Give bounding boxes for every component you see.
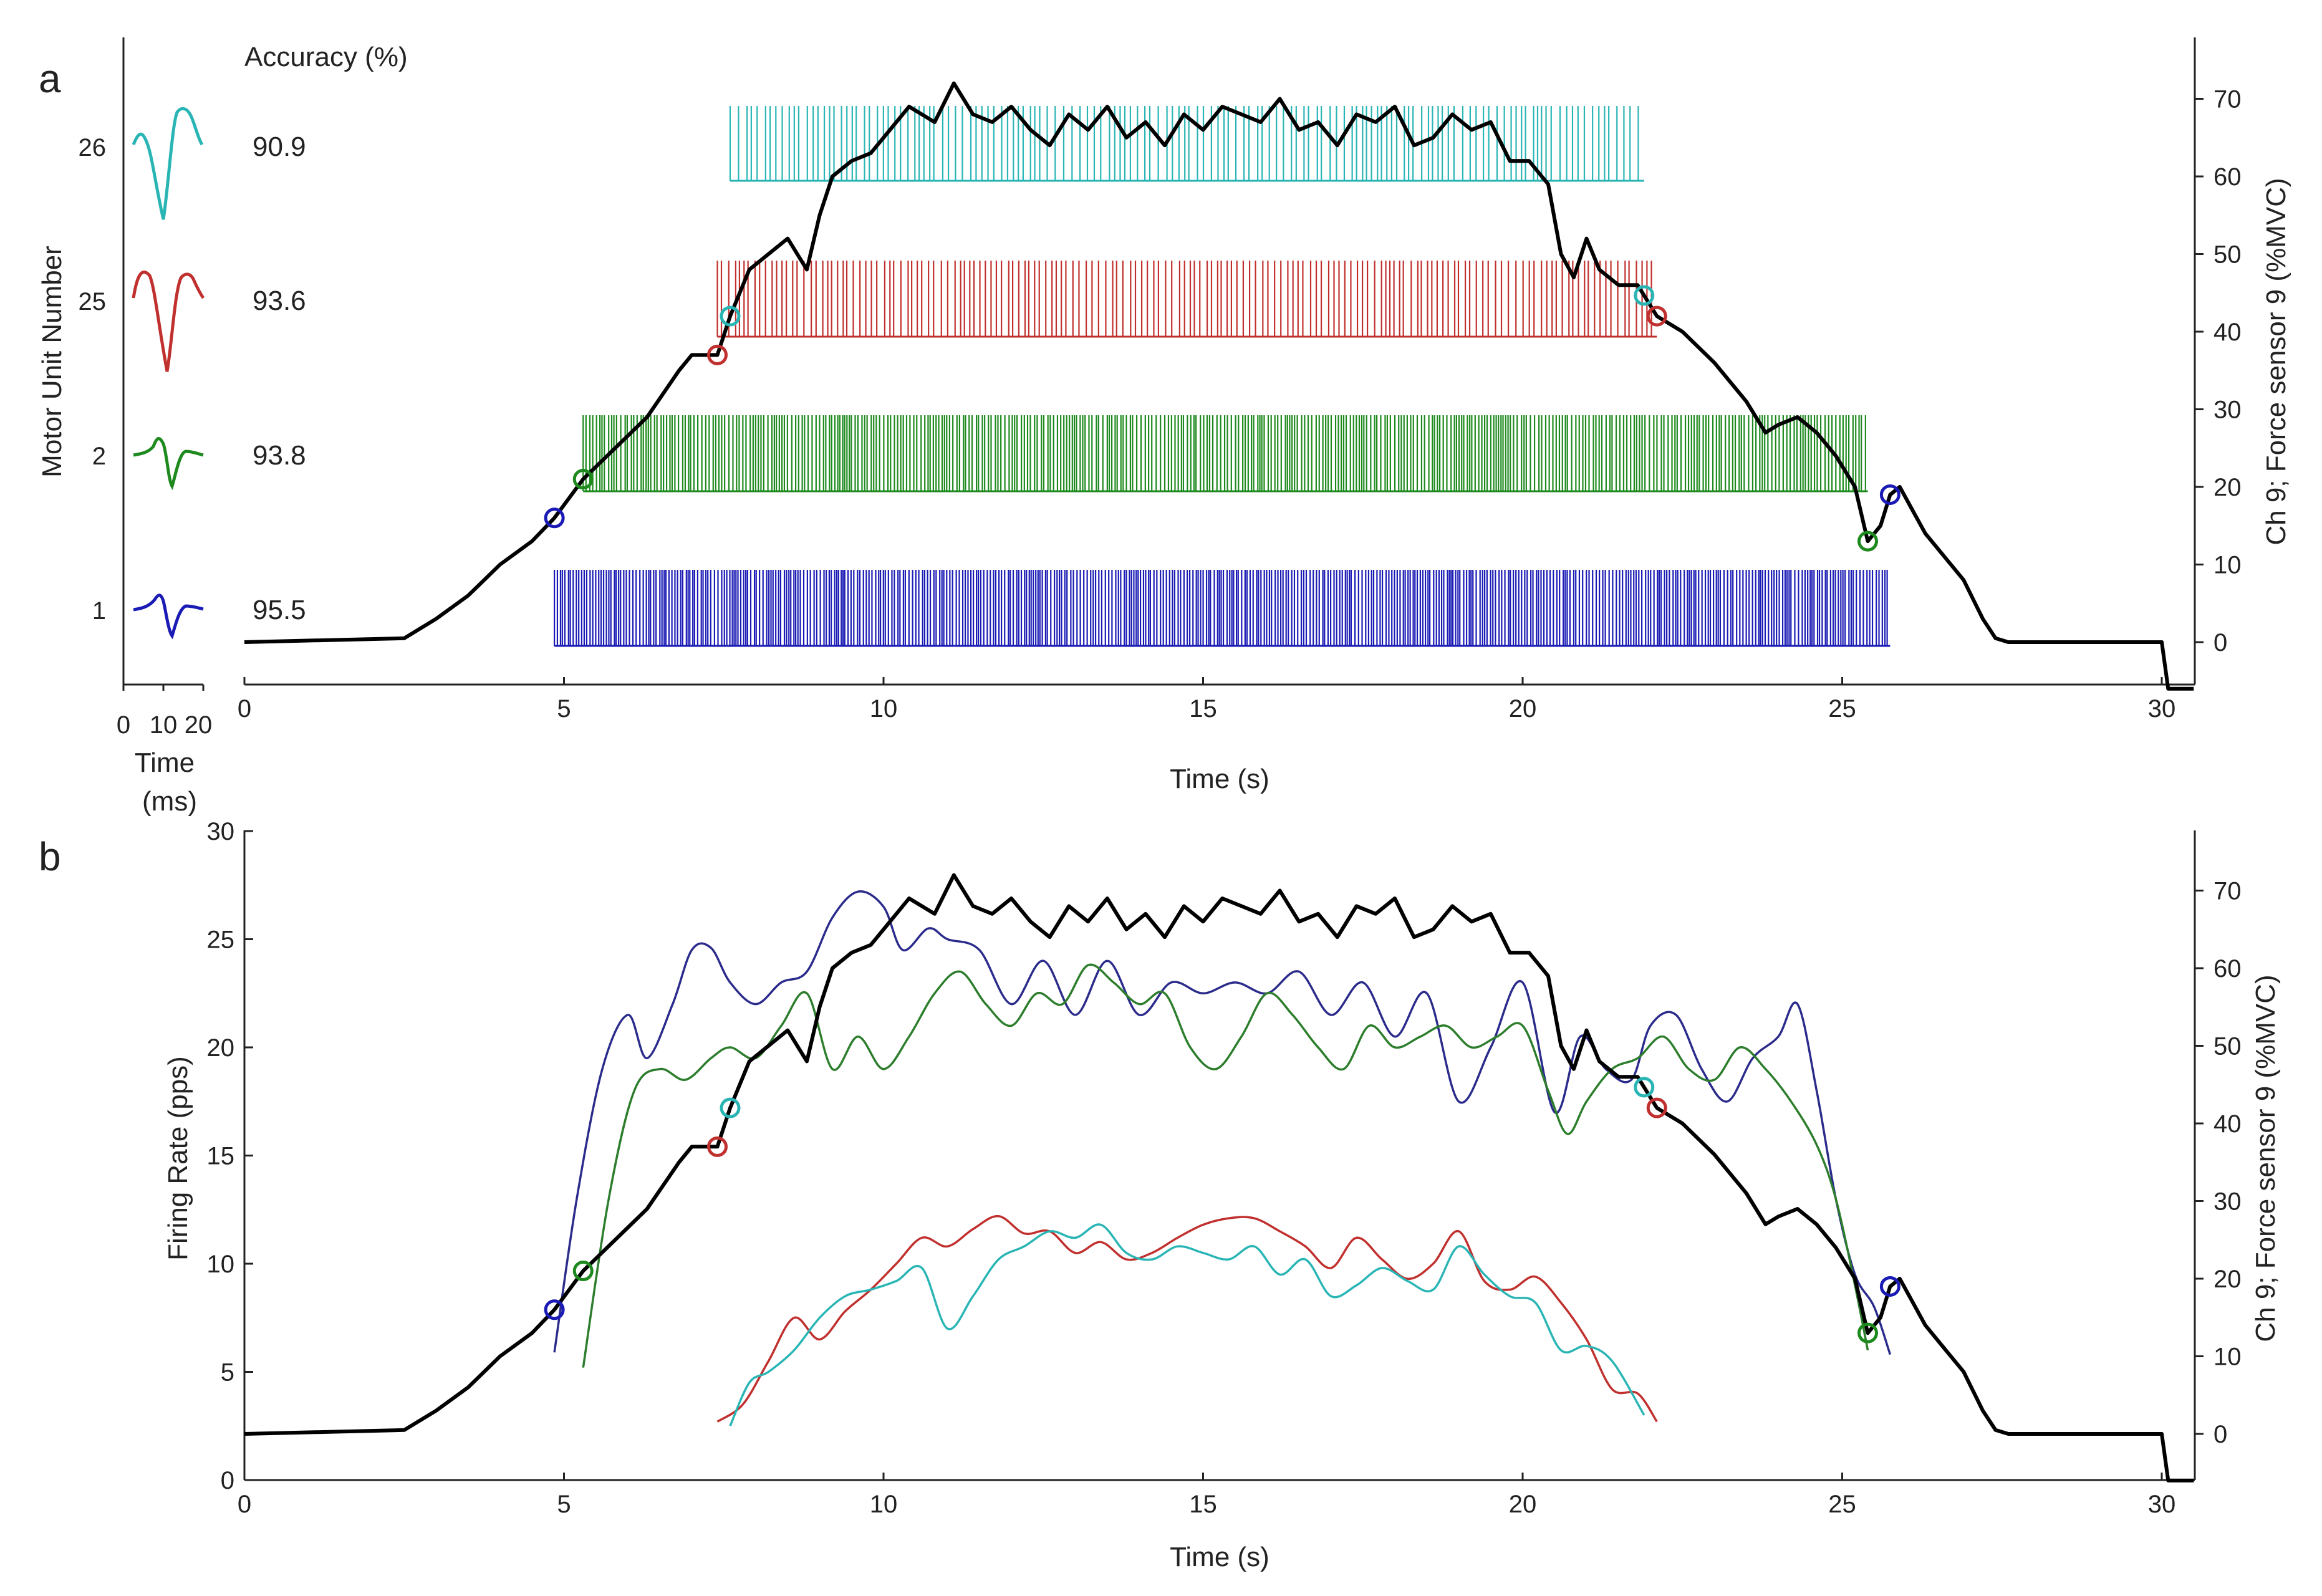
x-tick-label: 10 xyxy=(870,1491,898,1518)
waveform-tick-label: 20 xyxy=(185,711,213,739)
x-tick-label: 0 xyxy=(238,695,251,723)
unit-number-26: 26 xyxy=(79,134,107,161)
recruitment-marker xyxy=(1634,1077,1655,1098)
waveform-unit-2 xyxy=(133,437,204,491)
panel-b-left-ticks: 0 5 10 15 20 25 30 xyxy=(207,818,253,1494)
unit-number-25: 25 xyxy=(79,288,107,315)
recruitment-marker xyxy=(1879,484,1900,505)
recruitment-marker xyxy=(544,507,565,529)
right-tick-label: 20 xyxy=(2214,474,2242,501)
waveform-tick-label: 0 xyxy=(117,711,130,739)
panel-b-x-title: Time (s) xyxy=(1170,1542,1269,1572)
x-tick-label: 15 xyxy=(1189,695,1217,723)
panel-b-y-left-title: Firing Rate (pps) xyxy=(163,1056,193,1261)
panel-b-x-ticks: 0 5 10 15 20 25 30 xyxy=(238,1473,2175,1518)
spike-trains xyxy=(554,106,1891,647)
right-tick-label: 70 xyxy=(2214,86,2242,113)
accuracy-unit-25: 93.6 xyxy=(253,286,306,316)
recruitment-marker xyxy=(707,344,728,365)
accuracy-unit-2: 93.8 xyxy=(253,440,306,471)
panel-b-letter: b xyxy=(39,834,61,879)
right-tick-label: 50 xyxy=(2214,241,2242,269)
firing-rate-mu-1 xyxy=(553,890,1892,1355)
force-trace-a xyxy=(244,81,2194,691)
firing-rate-mu-25 xyxy=(716,1214,1658,1423)
panel-a-x-ticks: 0 5 10 15 20 25 30 xyxy=(238,677,2175,723)
force-trace-b xyxy=(244,873,2194,1483)
recruitment-markers-a xyxy=(544,285,1900,552)
panel-a: a Accuracy (%) Motor Unit Number Ch 9; F… xyxy=(37,37,2291,817)
left-tick-label: 25 xyxy=(207,926,235,954)
left-tick-label: 30 xyxy=(207,818,235,845)
accuracy-unit-1: 95.5 xyxy=(253,595,306,625)
x-tick-label: 10 xyxy=(870,695,898,723)
panel-a-letter: a xyxy=(39,56,61,101)
recruitment-marker xyxy=(1646,1097,1667,1118)
recruitment-marker xyxy=(720,305,741,327)
firing-rate-mu-2 xyxy=(582,963,1869,1368)
x-tick-label: 20 xyxy=(1509,1491,1537,1518)
waveform-tick-label: 10 xyxy=(150,711,178,739)
right-tick-label: 0 xyxy=(2214,1421,2227,1448)
accuracy-unit-26: 90.9 xyxy=(253,132,306,162)
right-tick-label: 20 xyxy=(2214,1266,2242,1293)
right-tick-label: 0 xyxy=(2214,629,2227,656)
recruitment-marker xyxy=(1646,305,1667,327)
accuracy-heading: Accuracy (%) xyxy=(244,42,408,72)
panel-b-right-ticks: 0 10 20 30 40 50 60 70 xyxy=(2195,878,2242,1448)
x-tick-label: 5 xyxy=(557,695,571,723)
x-tick-label: 20 xyxy=(1509,695,1537,723)
recruitment-marker xyxy=(1857,531,1878,552)
right-tick-label: 50 xyxy=(2214,1033,2242,1060)
left-tick-label: 0 xyxy=(221,1467,234,1494)
unit-number-1: 1 xyxy=(92,597,106,625)
right-tick-label: 60 xyxy=(2214,955,2242,983)
right-tick-label: 10 xyxy=(2214,552,2242,579)
right-tick-label: 60 xyxy=(2214,163,2242,191)
waveform-unit-25 xyxy=(132,271,205,372)
panel-b-y-right-title: Ch 9; Force sensor 9 (%MVC) xyxy=(2250,974,2281,1342)
right-tick-label: 40 xyxy=(2214,319,2242,346)
recruitment-marker xyxy=(544,1299,565,1320)
recruitment-markers-b xyxy=(544,1077,1900,1344)
panel-a-right-ticks: 0 10 20 30 40 50 60 70 xyxy=(2195,86,2242,656)
x-tick-label: 5 xyxy=(557,1491,571,1518)
right-tick-label: 30 xyxy=(2214,1188,2242,1216)
panel-a-y-right-title: Ch 9; Force sensor 9 (%MVC) xyxy=(2261,178,2291,545)
x-tick-label: 25 xyxy=(1828,1491,1856,1518)
recruitment-marker xyxy=(572,469,594,490)
left-tick-label: 10 xyxy=(207,1251,235,1278)
x-tick-label: 30 xyxy=(2148,1491,2176,1518)
panel-a-x-title: Time (s) xyxy=(1170,764,1269,794)
waveform-unit-26 xyxy=(132,107,204,220)
left-tick-label: 20 xyxy=(207,1034,235,1062)
x-tick-label: 15 xyxy=(1189,1491,1217,1518)
recruitment-marker xyxy=(1634,285,1655,306)
x-tick-label: 0 xyxy=(238,1491,251,1518)
left-tick-label: 15 xyxy=(207,1143,235,1170)
x-tick-label: 25 xyxy=(1828,695,1856,723)
waveform-unit-1 xyxy=(133,594,204,640)
x-tick-label: 30 xyxy=(2148,695,2176,723)
recruitment-marker xyxy=(707,1136,728,1157)
firing-rate-mu-26 xyxy=(729,1223,1645,1427)
recruitment-marker xyxy=(1879,1276,1900,1297)
right-tick-label: 40 xyxy=(2214,1110,2242,1138)
right-tick-label: 10 xyxy=(2214,1344,2242,1371)
waveform-axis-title: Time xyxy=(135,748,195,778)
waveform-axis-unit: (ms) xyxy=(142,786,197,817)
firing-rate-curves xyxy=(553,890,1892,1427)
panel-b: b Firing Rate (pps) Ch 9; Force sensor 9… xyxy=(39,818,2281,1572)
recruitment-marker xyxy=(572,1261,594,1282)
recruitment-marker xyxy=(1857,1322,1878,1344)
unit-number-2: 2 xyxy=(92,443,106,470)
right-tick-label: 70 xyxy=(2214,878,2242,905)
left-tick-label: 5 xyxy=(221,1359,234,1387)
recruitment-marker xyxy=(720,1097,741,1118)
panel-a-y-left-title: Motor Unit Number xyxy=(37,246,67,478)
right-tick-label: 30 xyxy=(2214,397,2242,424)
